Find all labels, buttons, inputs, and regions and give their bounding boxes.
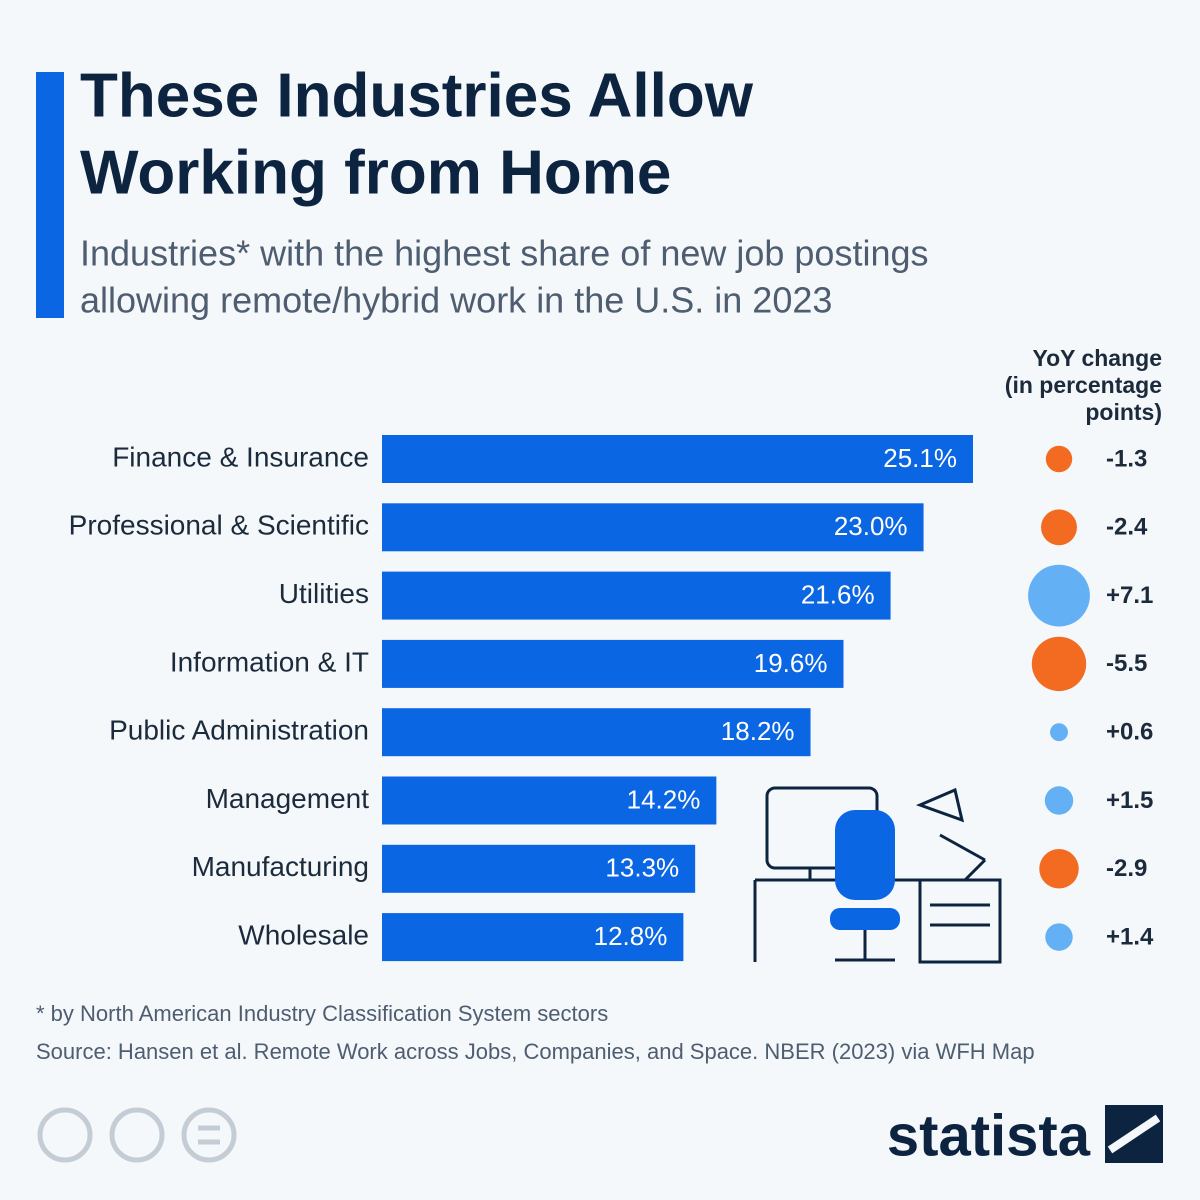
footnote: * by North American Industry Classificat… <box>36 1001 608 1026</box>
chart-subtitle: allowing remote/hybrid work in the U.S. … <box>80 280 832 321</box>
yoy-label: -2.4 <box>1106 514 1148 541</box>
chart-title: These Industries Allow <box>80 61 754 130</box>
bar-value-label: 12.8% <box>594 921 668 951</box>
chair-seat <box>830 908 900 930</box>
bar-value-label: 23.0% <box>834 511 908 541</box>
yoy-bubble <box>1031 636 1087 692</box>
yoy-title: YoY change <box>1032 345 1162 371</box>
category-label: Utilities <box>279 578 369 609</box>
bar <box>382 776 717 825</box>
bar-value-label: 19.6% <box>754 648 828 678</box>
yoy-bubble <box>1041 509 1077 546</box>
category-label: Professional & Scientific <box>69 510 369 541</box>
yoy-label: -2.9 <box>1106 855 1147 882</box>
bar <box>382 503 924 552</box>
yoy-label: +0.6 <box>1106 719 1153 746</box>
category-label: Finance & Insurance <box>112 441 369 472</box>
desk-illustration <box>753 786 1002 964</box>
yoy-label: -1.3 <box>1106 445 1147 472</box>
bar-value-label: 14.2% <box>627 784 701 814</box>
bar <box>382 639 844 688</box>
bar-value-label: 13.3% <box>605 853 679 883</box>
yoy-label: -5.5 <box>1106 650 1147 677</box>
yoy-title: points) <box>1085 399 1162 425</box>
bar-value-label: 21.6% <box>801 579 875 609</box>
bar <box>382 571 891 620</box>
chart-title: Working from Home <box>80 138 671 207</box>
yoy-label: +1.5 <box>1106 787 1153 814</box>
yoy-bubble <box>1044 786 1074 815</box>
yoy-bubble <box>1028 564 1090 627</box>
yoy-bubble <box>1045 445 1073 473</box>
bar <box>382 913 684 962</box>
source: Source: Hansen et al. Remote Work across… <box>36 1039 1035 1064</box>
yoy-bubble <box>1050 723 1068 742</box>
title-accent <box>36 72 64 318</box>
chart-subtitle: Industries* with the highest share of ne… <box>80 233 929 274</box>
brand-icon-stroke <box>1107 1114 1161 1154</box>
brand-logo: statista <box>887 1103 1091 1168</box>
bar <box>382 708 811 757</box>
bar <box>382 844 696 893</box>
yoy-bubble <box>1039 849 1079 889</box>
bar <box>382 435 973 483</box>
yoy-label: +7.1 <box>1106 582 1153 609</box>
yoy-title: (in percentage <box>1005 372 1162 398</box>
category-label: Management <box>206 783 370 814</box>
yoy-label: +1.4 <box>1106 923 1154 950</box>
category-label: Public Administration <box>109 715 369 746</box>
category-label: Information & IT <box>170 646 369 677</box>
yoy-bubble <box>1045 923 1073 951</box>
bar-value-label: 18.2% <box>721 716 795 746</box>
chair-back <box>835 810 895 900</box>
bar-value-label: 25.1% <box>883 443 957 473</box>
license-icons <box>37 1107 237 1163</box>
category-label: Wholesale <box>238 919 369 950</box>
category-label: Manufacturing <box>192 851 369 882</box>
